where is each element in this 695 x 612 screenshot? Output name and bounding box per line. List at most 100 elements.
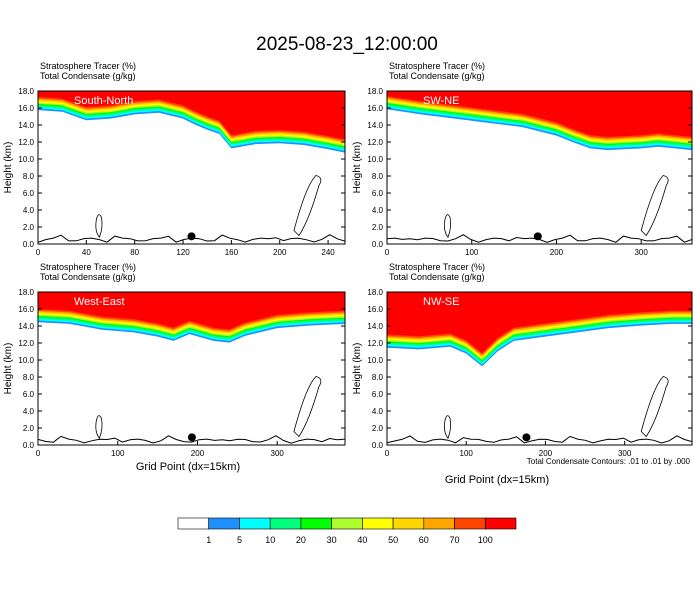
- x-tick-label: 300: [271, 449, 285, 458]
- x-axis-label-left: Grid Point (dx=15km): [136, 461, 240, 473]
- condensate-contour: [444, 214, 452, 238]
- x-tick-label: 0: [385, 248, 390, 257]
- y-tick-label: 16.0: [367, 305, 383, 314]
- y-tick-label: 10.0: [367, 356, 383, 365]
- y-tick-label: 2.0: [372, 223, 384, 232]
- colorbar-label: 5: [237, 535, 242, 545]
- panel-header-condensate: Total Condensate (g/kg): [389, 272, 485, 282]
- x-tick-label: 80: [130, 248, 139, 257]
- y-tick-label: 16.0: [18, 104, 34, 113]
- tracer-band-10: [38, 91, 345, 140]
- figure-title: 2025-08-23_12:00:00: [256, 34, 438, 55]
- x-tick-label: 100: [465, 248, 479, 257]
- x-tick-label: 0: [385, 449, 390, 458]
- panel-south-north: Stratosphere Tracer (%)Total Condensate …: [3, 61, 346, 257]
- plot-frame: [37, 90, 346, 245]
- colorbar-swatch: [392, 517, 425, 530]
- x-tick-label: 300: [634, 248, 648, 257]
- y-tick-label: 14.0: [18, 121, 34, 130]
- y-tick-label: 2.0: [23, 223, 35, 232]
- y-tick-label: 4.0: [372, 206, 384, 215]
- y-tick-label: 0.0: [23, 240, 35, 249]
- location-marker: [522, 433, 531, 442]
- y-tick-label: 12.0: [367, 138, 383, 147]
- y-tick-label: 8.0: [23, 172, 35, 181]
- y-tick-label: 8.0: [23, 373, 35, 382]
- panel-name: South-North: [74, 95, 133, 107]
- y-tick-label: 4.0: [23, 407, 35, 416]
- y-tick-label: 14.0: [367, 322, 383, 331]
- panel-name: NW-SE: [423, 296, 459, 308]
- y-tick-label: 12.0: [18, 138, 34, 147]
- y-axis-label: Height (km): [3, 343, 14, 395]
- y-tick-label: 18.0: [18, 288, 34, 297]
- x-tick-label: 200: [539, 449, 553, 458]
- condensate-contour: [640, 175, 669, 237]
- x-tick-label: 100: [111, 449, 125, 458]
- x-tick-label: 300: [618, 449, 632, 458]
- colorbar-swatch: [300, 517, 332, 530]
- y-tick-label: 18.0: [367, 288, 383, 297]
- colorbar-label: 40: [357, 535, 367, 545]
- y-tick-label: 18.0: [367, 87, 383, 96]
- y-tick-label: 10.0: [18, 356, 34, 365]
- panel-sw-ne: Stratosphere Tracer (%)Total Condensate …: [352, 61, 693, 257]
- tracer-field: [387, 91, 692, 244]
- terrain-contour: [38, 435, 345, 444]
- panel-header-condensate: Total Condensate (g/kg): [40, 71, 136, 81]
- panel-header-tracer: Stratosphere Tracer (%): [40, 61, 136, 71]
- tracer-field: [38, 91, 345, 244]
- x-tick-label: 200: [191, 449, 205, 458]
- x-axis-label-right: Grid Point (dx=15km): [445, 474, 549, 486]
- y-tick-label: 10.0: [18, 155, 34, 164]
- y-tick-label: 2.0: [23, 424, 35, 433]
- y-axis-label: Height (km): [3, 142, 14, 194]
- panel-name: West-East: [74, 296, 125, 308]
- colorbar-swatch: [331, 517, 363, 530]
- colorbar-label: 10: [265, 535, 275, 545]
- plot-frame: [386, 291, 693, 446]
- colorbar-label: 60: [419, 535, 429, 545]
- y-axis-label: Height (km): [352, 343, 363, 395]
- x-tick-label: 120: [176, 248, 190, 257]
- panel-header-condensate: Total Condensate (g/kg): [389, 71, 485, 81]
- colorbar-label: 100: [478, 535, 493, 545]
- x-tick-label: 100: [460, 449, 474, 458]
- colorbar-label: 70: [449, 535, 459, 545]
- x-tick-label: 0: [36, 248, 41, 257]
- panel-name: SW-NE: [423, 95, 459, 107]
- panel-nw-se: Stratosphere Tracer (%)Total Condensate …: [352, 262, 693, 458]
- x-tick-label: 240: [321, 248, 335, 257]
- colorbar-swatch: [423, 517, 455, 530]
- colorbar-swatch: [362, 517, 394, 530]
- condensate-contour: [95, 214, 103, 238]
- y-tick-label: 0.0: [23, 441, 35, 450]
- colorbar-swatch: [454, 517, 486, 530]
- y-tick-label: 6.0: [372, 189, 384, 198]
- contour-footnote: Total Condensate Contours: .01 to .01 by…: [527, 457, 691, 466]
- location-marker: [187, 232, 196, 241]
- colorbar-label: 30: [327, 535, 337, 545]
- condensate-contour: [293, 376, 322, 438]
- x-tick-label: 200: [550, 248, 564, 257]
- y-tick-label: 18.0: [18, 87, 34, 96]
- tracer-band-10: [38, 292, 345, 330]
- y-tick-label: 12.0: [367, 339, 383, 348]
- condensate-contour: [95, 415, 103, 439]
- panel-header-tracer: Stratosphere Tracer (%): [40, 262, 136, 272]
- tracer-field: [387, 292, 692, 445]
- location-marker: [187, 433, 196, 442]
- x-tick-label: 160: [225, 248, 239, 257]
- terrain-contour: [387, 435, 692, 444]
- panel-header-tracer: Stratosphere Tracer (%): [389, 61, 485, 71]
- y-tick-label: 12.0: [18, 339, 34, 348]
- panels-group: Stratosphere Tracer (%)Total Condensate …: [3, 61, 693, 458]
- tracer-band-10: [387, 292, 692, 354]
- y-tick-label: 4.0: [372, 407, 384, 416]
- colorbar-swatch: [208, 517, 240, 530]
- y-tick-label: 16.0: [367, 104, 383, 113]
- plot-frame: [386, 90, 693, 245]
- colorbar: 1 5 10 20 30 40 50 60 70 100: [177, 517, 517, 545]
- y-tick-label: 16.0: [18, 305, 34, 314]
- y-tick-label: 6.0: [23, 189, 35, 198]
